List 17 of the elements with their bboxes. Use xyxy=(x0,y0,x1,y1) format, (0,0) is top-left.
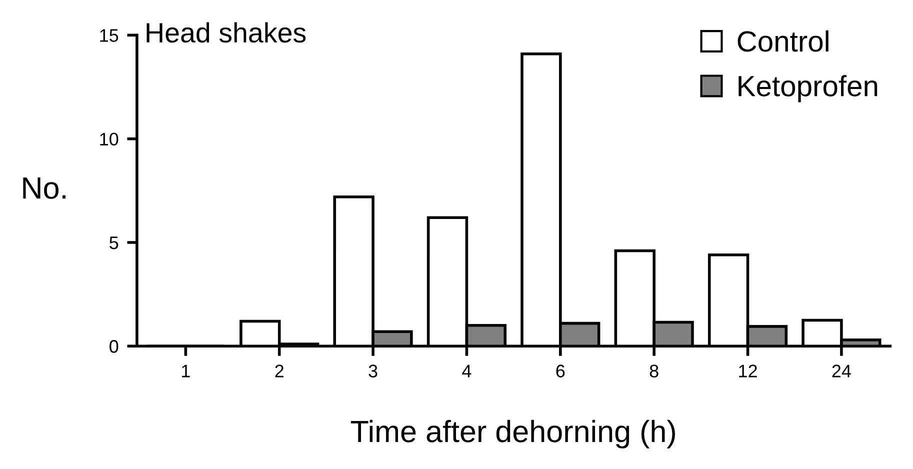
x-tick-label: 4 xyxy=(462,364,472,378)
x-tick-label: 6 xyxy=(556,364,565,378)
x-tick-label: 1 xyxy=(182,364,190,378)
legend-label: Control xyxy=(738,30,828,52)
legend-label: Ketoprofen xyxy=(738,75,878,102)
annotation: Head shakes xyxy=(146,22,306,43)
y-tick-label: 0 xyxy=(110,340,118,353)
x-tick-label: 24 xyxy=(832,364,851,378)
x-tick-label: 12 xyxy=(739,364,757,378)
x-axis-title: Time after dehorning (h) xyxy=(350,420,675,448)
y-tick-label: 15 xyxy=(100,29,118,42)
x-tick-label: 3 xyxy=(368,364,378,378)
x-tick-label: 8 xyxy=(650,364,658,378)
y-tick-label: 10 xyxy=(100,132,118,146)
y-axis-title: No. xyxy=(23,178,66,199)
y-tick-label: 5 xyxy=(110,236,118,250)
x-tick-label: 2 xyxy=(275,364,284,378)
